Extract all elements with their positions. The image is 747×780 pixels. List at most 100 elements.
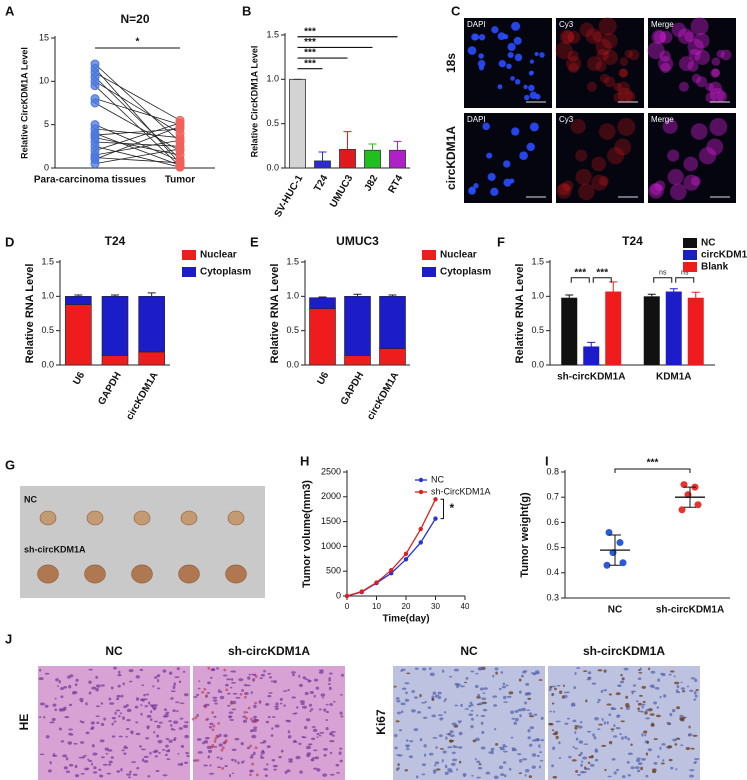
nucleus [91, 762, 94, 766]
nucleus [431, 697, 434, 701]
tumor [86, 510, 104, 526]
nucleus [208, 726, 213, 729]
nucleus [610, 728, 615, 731]
y-tick-label: 15 [39, 32, 49, 42]
nucleus [209, 764, 212, 767]
nucleus [457, 720, 463, 723]
nucleus [310, 707, 314, 711]
data-point [678, 506, 686, 514]
cell [654, 180, 666, 192]
nucleus [477, 693, 481, 697]
nucleus [280, 749, 284, 753]
nucleus [313, 694, 316, 698]
cell [678, 81, 689, 92]
nucleus [572, 719, 577, 723]
nucleus [397, 763, 400, 766]
nucleus [162, 774, 168, 777]
nucleus [258, 700, 262, 704]
nucleus [406, 672, 411, 675]
nucleus [259, 677, 263, 680]
nucleus [627, 737, 630, 741]
nucleus [240, 761, 244, 764]
nucleus [157, 679, 160, 683]
nucleus [502, 695, 507, 700]
nucleus [620, 673, 623, 677]
pair-line [94, 72, 181, 121]
nucleus [619, 680, 625, 684]
rbc [221, 767, 224, 770]
nucleus [476, 760, 481, 764]
nucleus [162, 669, 167, 673]
nucleus [267, 672, 272, 675]
cell [519, 151, 528, 161]
nucleus [477, 766, 483, 770]
nucleus [452, 745, 456, 748]
nucleus [207, 755, 211, 759]
nucleus [399, 729, 403, 732]
nucleus [449, 730, 454, 734]
nucleus [444, 764, 448, 769]
bar-segment [344, 296, 371, 356]
cell [595, 60, 607, 72]
nucleus [663, 694, 667, 698]
nucleus [511, 747, 516, 750]
cell [678, 56, 694, 72]
nucleus [449, 739, 455, 742]
nucleus [54, 708, 57, 712]
y-tick-label: 500 [326, 566, 341, 576]
significance-label: * [450, 501, 455, 515]
nucleus [196, 713, 199, 718]
nucleus [693, 698, 697, 701]
legend-label: Blank [701, 262, 729, 273]
nucleus [139, 668, 144, 672]
nucleus [651, 723, 655, 727]
nucleus [607, 775, 612, 778]
nucleus [216, 756, 220, 759]
y-axis-label: Relative CircKDM1A Level [249, 46, 259, 158]
bar-segment [344, 355, 371, 366]
cell [567, 50, 579, 62]
nucleus [653, 761, 658, 765]
nucleus [47, 769, 52, 773]
data-point [619, 559, 627, 567]
nucleus [597, 698, 601, 702]
rbc [212, 724, 216, 728]
nucleus [495, 742, 499, 746]
nucleus [675, 737, 681, 740]
nucleus [508, 767, 512, 771]
nucleus [73, 742, 78, 745]
nucleus [68, 703, 73, 707]
nucleus [653, 738, 658, 741]
nucleus [108, 760, 113, 764]
x-tick-label: 30 [431, 602, 440, 611]
significance-bracket [675, 277, 695, 283]
nucleus [531, 753, 537, 757]
nucleus [563, 694, 568, 699]
nucleus [672, 738, 677, 742]
nucleus [302, 736, 307, 739]
nucleus [656, 714, 661, 718]
nucleus [85, 702, 88, 706]
nucleus [591, 682, 597, 685]
nucleus [592, 733, 595, 737]
column-label: DAPI [467, 20, 486, 29]
nucleus [84, 754, 87, 757]
nucleus [574, 726, 578, 730]
nucleus [596, 701, 600, 704]
nucleus [428, 667, 432, 670]
cell [562, 180, 574, 192]
cell [502, 34, 509, 40]
nucleus [503, 745, 508, 748]
rbc [251, 762, 255, 766]
nucleus [583, 743, 589, 746]
nucleus [645, 717, 650, 720]
nucleus [91, 686, 97, 690]
nucleus [641, 705, 644, 709]
nucleus [528, 775, 533, 778]
nucleus [238, 678, 244, 682]
nucleus [474, 758, 477, 761]
nucleus [135, 732, 141, 736]
nucleus [184, 721, 189, 724]
nucleus [559, 690, 563, 694]
